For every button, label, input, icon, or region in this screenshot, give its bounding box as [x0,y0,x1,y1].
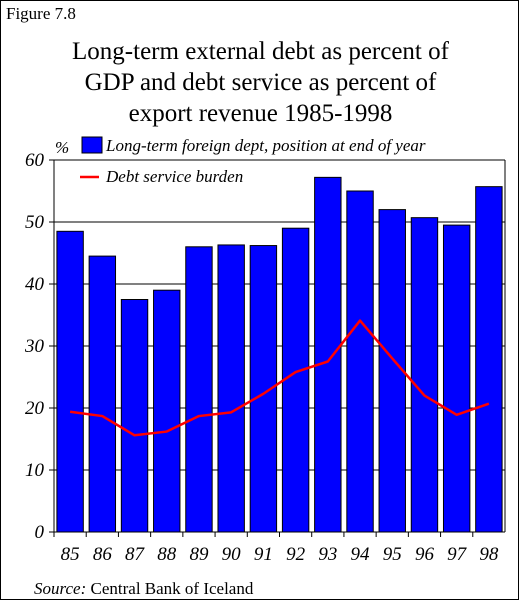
source-note: Source: Central Bank of Iceland [34,579,253,599]
chart-title-line: GDP and debt service as percent of [84,69,437,96]
source-text: Central Bank of Iceland [90,579,254,598]
chart-title-line: Long-term external debt as percent of [72,38,449,65]
x-tick-label: 90 [222,544,242,565]
bar [56,230,84,533]
x-tick-label: 94 [351,544,371,565]
x-tick-labels: 85 86 87 88 89 90 91 92 93 94 95 96 97 98 [61,544,499,565]
legend-swatch-bars [81,136,103,154]
x-tick-label: 86 [93,544,113,565]
bar [120,299,149,533]
y-tick-label: 30 [24,336,45,357]
x-tick-label: 98 [479,544,499,565]
legend: Long-term foreign dept, position at end … [80,136,426,186]
bar [410,217,439,533]
x-tick-label: 97 [447,544,468,565]
legend-label-bars: Long-term foreign dept, position at end … [105,136,426,155]
bar [88,255,117,533]
bar [475,186,503,533]
y-tick-label: 10 [25,460,45,481]
x-tick-label: 95 [383,544,402,565]
bar [281,227,310,533]
bar [217,244,245,533]
bar [153,289,181,533]
y-tick-label: 50 [25,212,45,233]
series-line [69,319,490,437]
y-tick-label: 60 [25,150,45,171]
y-axis-label: % [55,138,69,157]
axes [49,159,506,537]
x-tick-label: 87 [125,544,146,565]
x-tick-label: 89 [189,544,209,565]
x-tick-label: 96 [415,544,435,565]
line-series [69,319,490,437]
x-tick-label: 93 [318,544,337,565]
y-tick-label: 20 [25,398,45,419]
x-tick-label: 85 [61,544,80,565]
bar [378,209,406,533]
x-tick-label: 91 [254,544,273,565]
legend-label-line: Debt service burden [105,167,243,186]
bar [346,190,374,533]
bar [314,176,342,533]
x-tick-label: 92 [286,544,306,565]
chart-title-line: export revenue 1985-1998 [128,100,393,127]
y-tick-label: 40 [25,274,45,295]
figure-label: Figure 7.8 [6,4,76,23]
chart-title: Long-term external debt as percent of GD… [10,36,511,129]
bar [185,246,213,533]
x-tick-label: 88 [157,544,177,565]
bar-series [56,176,503,533]
bar [442,224,471,533]
y-tick-label: 0 [35,522,45,543]
source-label: Source: [34,579,87,598]
y-tick-labels: 0 10 20 30 40 50 60 [24,150,45,543]
